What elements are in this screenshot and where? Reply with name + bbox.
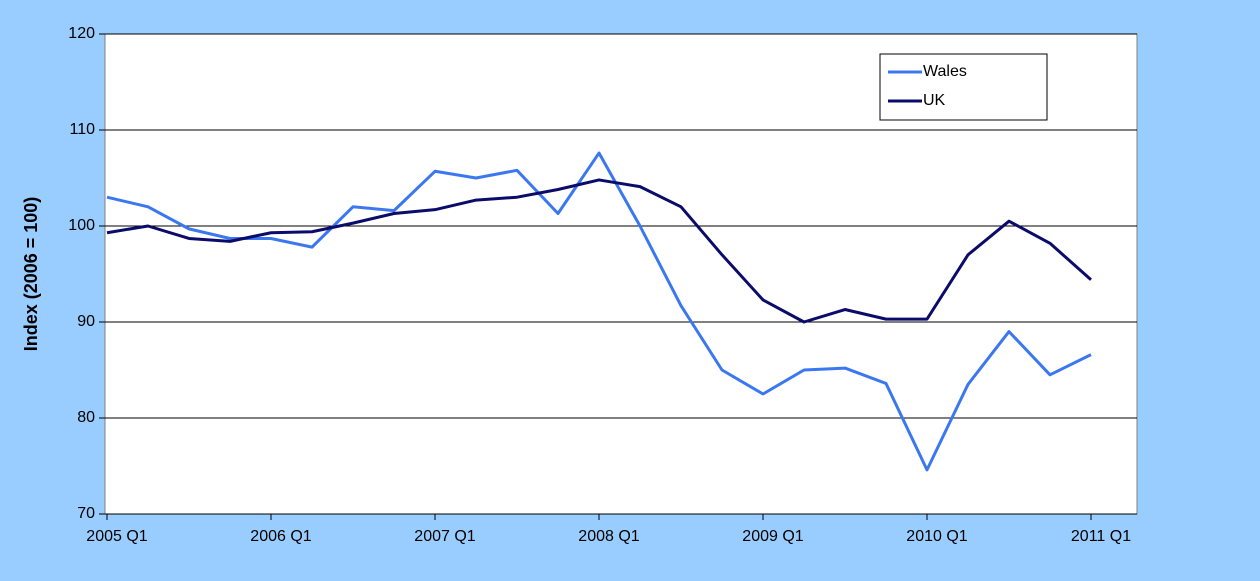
y-tick-label: 80 [77,409,95,426]
series-line [106,151,1092,472]
x-tick-label: 2011 Q1 [1071,528,1131,545]
y-tick-label: 100 [68,217,95,234]
y-axis-label: Index (2006 = 100) [21,197,41,352]
y-tick-label: 110 [69,121,95,138]
legend-label: UK [923,92,946,109]
y-tick-label: 120 [68,25,95,42]
x-tick-label: 2005 Q1 [86,528,147,545]
x-tick-label: 2006 Q1 [250,528,311,545]
legend-label: Wales [923,63,967,80]
x-tick-label: 2007 Q1 [414,528,475,545]
y-tick-label: 70 [77,505,95,522]
y-tick-label: 90 [77,313,95,330]
series-line [106,178,1092,324]
legend-box [879,53,1048,121]
x-tick-label: 2010 Q1 [906,528,967,545]
x-tick-label: 2009 Q1 [742,528,803,545]
x-tick-label: 2008 Q1 [578,528,639,545]
